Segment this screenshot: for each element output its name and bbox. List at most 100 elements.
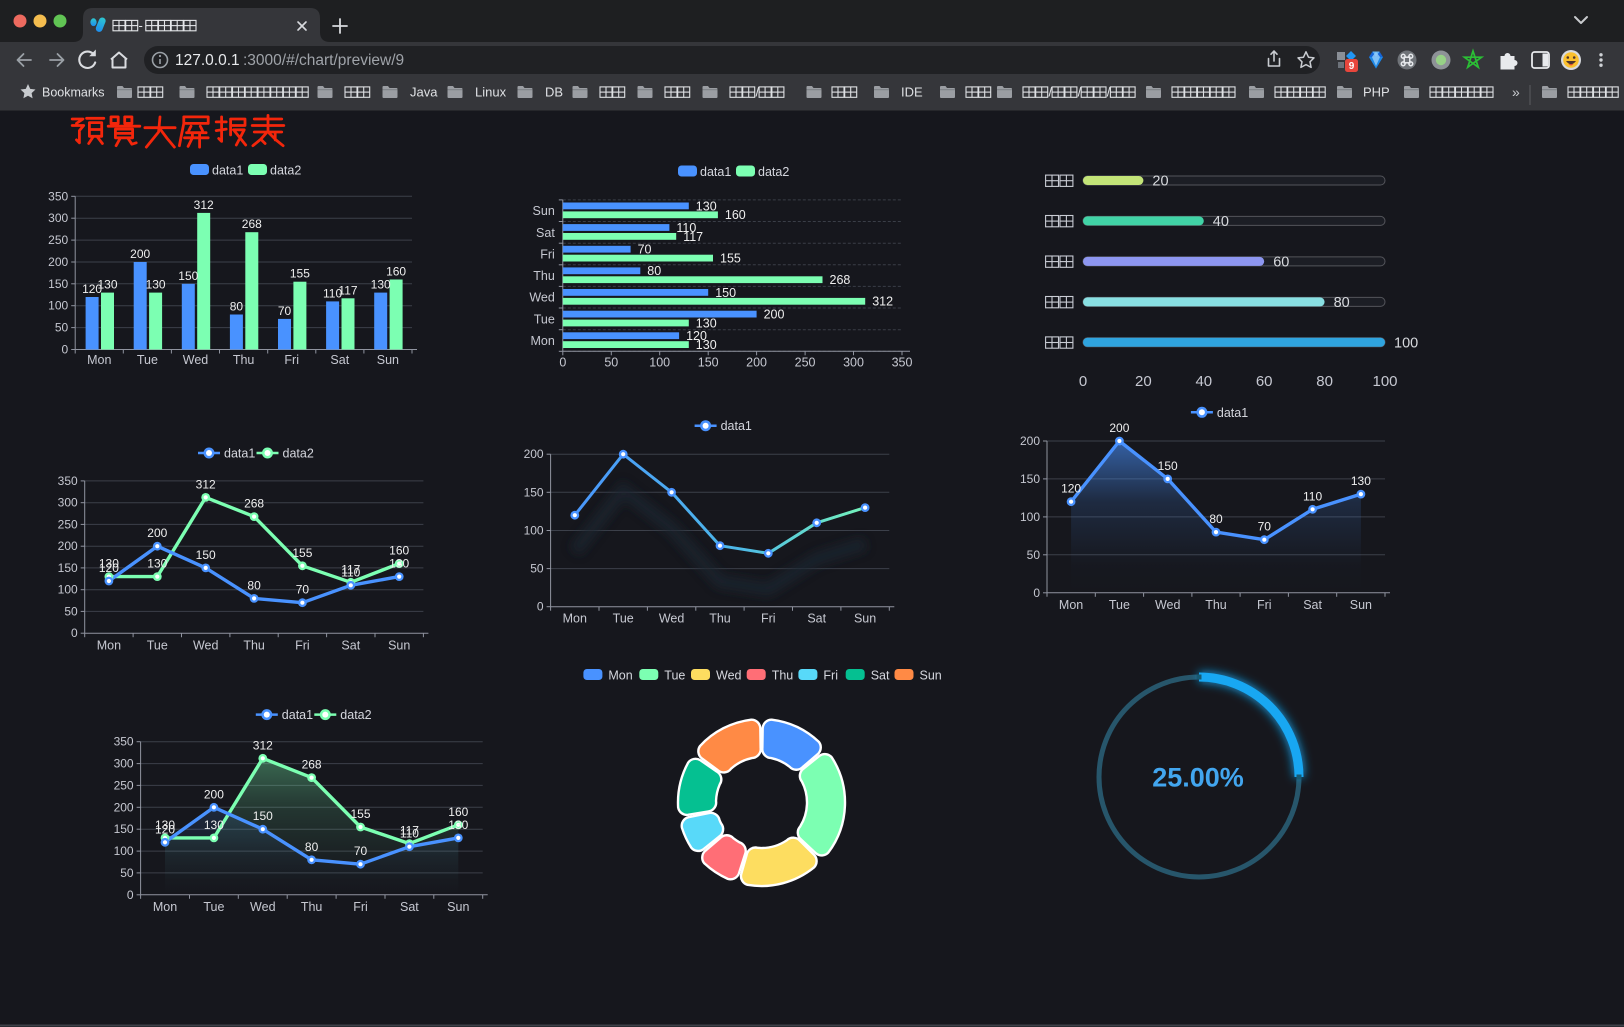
svg-text:data2: data2: [270, 164, 301, 178]
svg-text:155: 155: [350, 807, 370, 821]
svg-text:300: 300: [114, 757, 134, 771]
svg-text:Wed: Wed: [250, 900, 276, 914]
svg-text:Sat: Sat: [400, 900, 419, 914]
svg-text:Thu: Thu: [533, 269, 555, 283]
svg-text:Linux: Linux: [475, 85, 507, 100]
svg-text:70: 70: [278, 304, 292, 318]
svg-text:200: 200: [48, 255, 68, 269]
svg-text:70: 70: [296, 583, 310, 597]
svg-text:130: 130: [389, 557, 409, 571]
svg-text:130: 130: [147, 557, 167, 571]
svg-text:150: 150: [1020, 472, 1040, 486]
svg-text:Sun: Sun: [377, 353, 399, 367]
svg-text:50: 50: [530, 562, 544, 576]
svg-text:50: 50: [120, 866, 134, 880]
svg-text:200: 200: [130, 247, 150, 261]
svg-text:Fri: Fri: [540, 248, 555, 262]
svg-text:Tue: Tue: [613, 612, 634, 626]
svg-text:20: 20: [1135, 373, 1152, 390]
svg-text:Thu: Thu: [243, 639, 265, 653]
svg-text:200: 200: [147, 526, 167, 540]
svg-text:130: 130: [696, 199, 717, 213]
svg-text:Fri: Fri: [295, 639, 310, 653]
svg-text:150: 150: [1158, 459, 1178, 473]
svg-text:155: 155: [290, 267, 310, 281]
svg-text:268: 268: [302, 758, 322, 772]
svg-text:60: 60: [1273, 254, 1289, 270]
svg-text:150: 150: [698, 356, 719, 370]
svg-text:80: 80: [1316, 373, 1333, 390]
svg-text:Tue: Tue: [1109, 598, 1130, 612]
svg-text:/: /: [1078, 85, 1082, 100]
svg-text:Sun: Sun: [388, 639, 410, 653]
svg-text:250: 250: [48, 233, 68, 247]
svg-text:80: 80: [1209, 512, 1223, 526]
svg-text:312: 312: [196, 477, 216, 491]
svg-text:IDE: IDE: [901, 85, 923, 100]
svg-text:Sat: Sat: [871, 669, 890, 683]
svg-text:50: 50: [1027, 548, 1041, 562]
svg-text:data1: data1: [700, 165, 731, 179]
svg-text:100: 100: [649, 356, 670, 370]
svg-text:Wed: Wed: [716, 669, 742, 683]
svg-text:110: 110: [341, 565, 360, 579]
svg-text:130: 130: [1351, 474, 1371, 488]
svg-text:Fri: Fri: [284, 353, 299, 367]
svg-text:Mon: Mon: [1059, 598, 1083, 612]
svg-text:155: 155: [292, 546, 312, 560]
svg-text:Sat: Sat: [330, 353, 349, 367]
svg-text:200: 200: [746, 356, 767, 370]
svg-text:Mon: Mon: [563, 612, 587, 626]
svg-text:350: 350: [58, 474, 78, 488]
svg-text:Sun: Sun: [920, 669, 942, 683]
svg-text:50: 50: [64, 604, 78, 618]
svg-text:130: 130: [155, 818, 175, 832]
svg-text:120: 120: [686, 329, 707, 343]
svg-text:130: 130: [204, 818, 224, 832]
svg-text:120: 120: [82, 282, 102, 296]
svg-text:70: 70: [1258, 520, 1272, 534]
svg-text:/: /: [1107, 85, 1111, 100]
svg-text:200: 200: [58, 539, 78, 553]
svg-text:Sat: Sat: [1303, 598, 1322, 612]
svg-text:data2: data2: [340, 708, 371, 722]
svg-text:117: 117: [341, 562, 360, 576]
svg-text:0: 0: [71, 626, 78, 640]
svg-text:117: 117: [400, 824, 419, 838]
svg-text:Wed: Wed: [659, 612, 685, 626]
svg-text:80: 80: [305, 840, 319, 854]
svg-text:300: 300: [48, 211, 68, 225]
svg-text:70: 70: [354, 844, 368, 858]
svg-text::3000/#/chart/preview/9: :3000/#/chart/preview/9: [243, 52, 404, 69]
svg-text:150: 150: [253, 809, 273, 823]
svg-text:250: 250: [795, 356, 816, 370]
svg-text:60: 60: [1256, 373, 1273, 390]
svg-text:250: 250: [114, 778, 134, 792]
svg-text:200: 200: [1020, 434, 1040, 448]
svg-text:data2: data2: [758, 165, 789, 179]
svg-text:Fri: Fri: [761, 612, 776, 626]
svg-text:100: 100: [1394, 335, 1418, 351]
svg-text:100: 100: [58, 583, 78, 597]
svg-text:300: 300: [58, 496, 78, 510]
svg-text:100: 100: [48, 299, 68, 313]
svg-text:160: 160: [389, 544, 409, 558]
svg-text:0: 0: [559, 356, 566, 370]
svg-text:0: 0: [127, 888, 134, 902]
svg-text:312: 312: [253, 738, 273, 752]
svg-text:Wed: Wed: [183, 353, 209, 367]
svg-text:Mon: Mon: [608, 669, 632, 683]
svg-text:130: 130: [371, 278, 391, 292]
svg-text:0: 0: [62, 343, 69, 357]
svg-text:Mon: Mon: [87, 353, 111, 367]
svg-text:160: 160: [448, 805, 468, 819]
svg-text:-: -: [139, 18, 143, 33]
svg-text:9: 9: [1349, 61, 1355, 72]
svg-text:350: 350: [48, 189, 68, 203]
svg-text:50: 50: [55, 321, 69, 335]
svg-text:110: 110: [676, 221, 696, 235]
svg-text:312: 312: [872, 295, 893, 309]
svg-text:Thu: Thu: [709, 612, 731, 626]
svg-text:0: 0: [1079, 373, 1087, 390]
svg-text:150: 150: [196, 548, 216, 562]
